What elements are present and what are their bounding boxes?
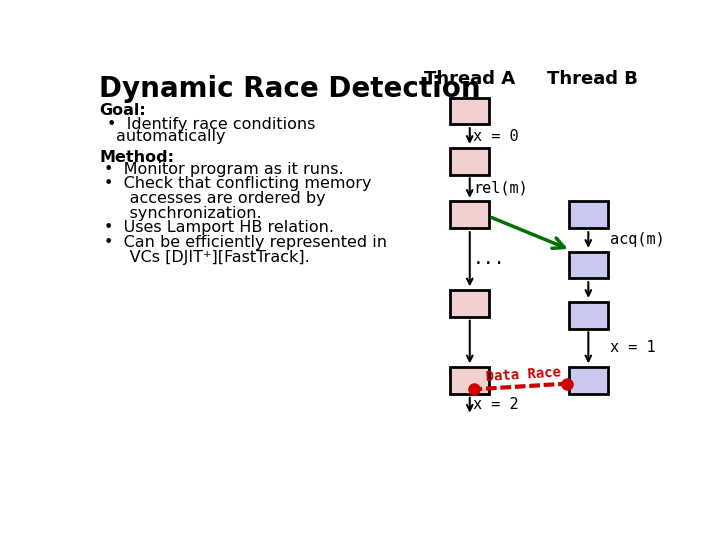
Text: x = 1: x = 1 [610, 340, 656, 355]
Text: Thread B: Thread B [546, 70, 638, 88]
Bar [569, 201, 608, 228]
Bar [451, 290, 489, 317]
Text: synchronization.: synchronization. [104, 206, 261, 221]
Text: accesses are ordered by: accesses are ordered by [104, 191, 325, 206]
Text: ...: ... [473, 250, 505, 268]
Bar [569, 252, 608, 279]
Text: Dynamic Race Detection: Dynamic Race Detection [99, 75, 481, 103]
Text: Goal:: Goal: [99, 103, 146, 118]
Bar [569, 367, 608, 394]
Bar [569, 301, 608, 328]
Bar [451, 147, 489, 174]
Text: •  Can be efficiently represented in: • Can be efficiently represented in [104, 235, 387, 250]
Text: Data Race: Data Race [485, 366, 561, 384]
FancyArrowPatch shape [492, 218, 564, 248]
Text: Method:: Method: [99, 150, 174, 165]
Bar [451, 201, 489, 228]
Text: x = 0: x = 0 [473, 129, 518, 144]
Text: rel(m): rel(m) [473, 180, 528, 195]
Text: •  Uses Lamport HB relation.: • Uses Lamport HB relation. [104, 220, 334, 235]
Bar [451, 367, 489, 394]
Bar [451, 98, 489, 125]
Text: •  Monitor program as it runs.: • Monitor program as it runs. [104, 162, 343, 177]
Text: Thread A: Thread A [424, 70, 516, 88]
Text: VCs [DJIT⁺][FastTrack].: VCs [DJIT⁺][FastTrack]. [104, 249, 310, 265]
Text: •  Identify race conditions: • Identify race conditions [107, 117, 315, 132]
Text: automatically: automatically [117, 130, 226, 145]
Text: x = 2: x = 2 [473, 397, 518, 412]
Text: •  Check that conflicting memory: • Check that conflicting memory [104, 177, 372, 192]
Text: acq(m): acq(m) [610, 233, 665, 247]
